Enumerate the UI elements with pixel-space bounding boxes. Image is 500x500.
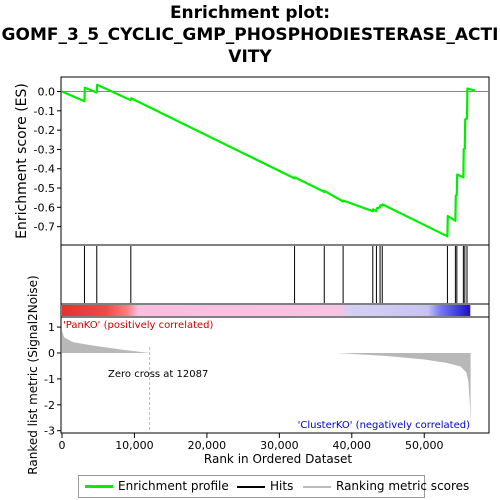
ranking-metric-area-1	[337, 353, 471, 429]
title-line-3: VITY	[228, 47, 272, 67]
es-ytick-label-0: 0.0	[38, 86, 56, 99]
legend-label-enrichment: Enrichment profile	[118, 479, 229, 493]
es-panel-frame	[60, 76, 490, 246]
metric-ylabel: Ranked list metric (Signal2Noise)	[26, 275, 40, 474]
es-layer	[61, 83, 488, 238]
chart-title: Enrichment plot: GOMF_3_5_CYCLIC_GMP_PHO…	[0, 2, 500, 68]
es-ytick-label-5: -0.5	[34, 182, 55, 195]
es-ytick-label-6: -0.6	[34, 201, 55, 214]
title-line-1: Enrichment plot:	[169, 3, 331, 23]
x-axis-label: Rank in Ordered Dataset	[204, 452, 352, 466]
x-tick-label-3: 30,000	[260, 439, 299, 452]
x-tick-label-4: 40,000	[333, 439, 372, 452]
metric-panel-frame	[60, 316, 490, 434]
metric-layer	[62, 331, 471, 432]
neg-correlated-label: 'ClusterKO' (negatively correlated)	[298, 420, 470, 431]
es-ytick-label-3: -0.3	[34, 143, 55, 156]
x-tick-label-1: 10,000	[115, 439, 154, 452]
metric-ytick-label-2: -1	[44, 373, 55, 386]
ranking-colorbar	[62, 305, 488, 316]
es-ylabel: Enrichment score (ES)	[14, 83, 30, 239]
axis-layer: 0.0 -0.1 -0.2 -0.3 -0.4 -0.5 -0.6 -0.7 1 0 -1 -2 -3 0…	[34, 86, 444, 452]
legend-swatch-hits	[237, 486, 265, 488]
legend-swatch-enrichment	[85, 485, 113, 488]
legend-label-ranking: Ranking metric scores	[336, 479, 470, 493]
zero-cross-label: Zero cross at 12087	[108, 369, 208, 380]
es-ytick-label-4: -0.4	[34, 163, 55, 176]
enrichment-profile-line	[61, 83, 476, 238]
legend-label-hits: Hits	[270, 479, 294, 493]
es-ytick-label-7: -0.7	[34, 221, 55, 234]
legend-swatch-ranking	[303, 486, 331, 488]
metric-ytick-label-3: -2	[44, 399, 55, 412]
hits-panel-frame	[60, 244, 490, 305]
pos-correlated-label: 'PanKO' (positively correlated)	[63, 320, 214, 331]
metric-ytick-label-4: -3	[44, 425, 55, 438]
ranking-metric-area-0	[62, 331, 150, 353]
es-ytick-label-2: -0.2	[34, 124, 55, 137]
metric-ytick-label-0: 1	[48, 321, 55, 334]
x-tick-label-0: 0	[59, 439, 66, 452]
es-ytick-label-1: -0.1	[34, 105, 55, 118]
x-tick-label-2: 20,000	[188, 439, 227, 452]
metric-ytick-label-1: 0	[48, 347, 55, 360]
x-tick-label-5: 50,000	[405, 439, 444, 452]
legend: Enrichment profile Hits Ranking metric s…	[78, 475, 469, 498]
hits-layer	[83, 246, 468, 303]
title-line-2: GOMF_3_5_CYCLIC_GMP_PHOSPHODIESTERASE_AC…	[1, 25, 499, 45]
